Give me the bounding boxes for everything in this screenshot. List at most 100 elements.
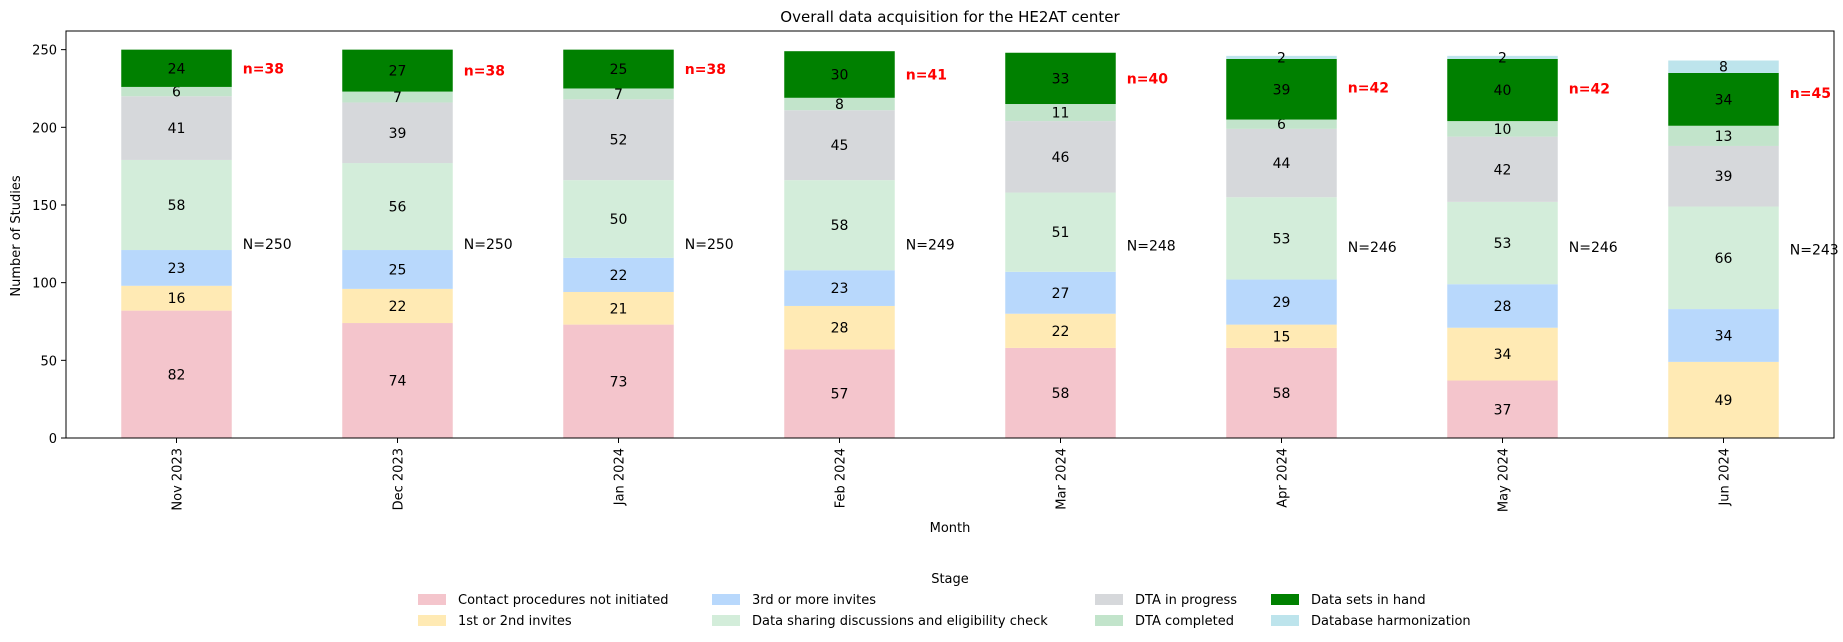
bar-segment xyxy=(1005,192,1116,272)
segment-value-label: 39 xyxy=(389,126,407,142)
y-tick-label: 50 xyxy=(40,354,57,369)
x-tick-label: May 2024 xyxy=(1497,448,1512,512)
segment-value-label: 27 xyxy=(389,64,407,80)
bar-segment xyxy=(121,86,232,97)
total-label: N=243 xyxy=(1790,242,1839,258)
segment-value-label: 8 xyxy=(835,97,844,113)
data-in-hand-label: n=38 xyxy=(685,62,726,78)
legend-swatch xyxy=(712,615,740,626)
segment-value-label: 57 xyxy=(831,387,849,403)
data-in-hand-label: n=42 xyxy=(1569,81,1610,97)
bar-segment xyxy=(1005,52,1116,105)
bar-segment xyxy=(1005,104,1116,122)
bar-segment xyxy=(563,257,674,292)
legend: Stage Contact procedures not initiated 1st… xyxy=(418,572,1471,629)
segment-value-label: 28 xyxy=(1494,299,1512,315)
x-tick-label: Mar 2024 xyxy=(1055,448,1070,510)
segment-value-label: 23 xyxy=(168,261,186,277)
bar-segment xyxy=(121,159,232,251)
bar-segment xyxy=(1005,271,1116,314)
segment-value-label: 6 xyxy=(1277,117,1286,133)
bar-segment xyxy=(784,305,895,350)
segment-value-label: 25 xyxy=(610,62,628,78)
bar-segment xyxy=(1447,201,1558,285)
bar-segment xyxy=(1447,327,1558,381)
segment-value-label: 58 xyxy=(168,198,186,214)
segment-value-label: 2 xyxy=(1277,50,1286,66)
bar-segment xyxy=(784,180,895,271)
segment-value-label: 29 xyxy=(1273,295,1291,311)
y-tick-label: 100 xyxy=(32,277,57,292)
y-tick-label: 200 xyxy=(32,121,57,136)
bar-segment xyxy=(1226,58,1337,120)
segment-value-label: 34 xyxy=(1715,92,1733,108)
bar-segment xyxy=(1668,309,1779,362)
segment-value-label: 49 xyxy=(1715,393,1733,409)
segment-value-label: 73 xyxy=(610,374,628,390)
x-tick-label: Nov 2023 xyxy=(171,448,186,511)
segment-value-label: 7 xyxy=(393,90,402,106)
segment-value-label: 58 xyxy=(1052,386,1070,402)
bar-segment xyxy=(784,349,895,438)
segment-value-label: 51 xyxy=(1052,225,1070,241)
plot-frame xyxy=(65,30,1835,439)
bar-segment xyxy=(1447,380,1558,438)
segment-value-label: 58 xyxy=(831,218,849,234)
segment-value-label: 13 xyxy=(1715,129,1733,145)
segment-value-label: 82 xyxy=(168,367,186,383)
bar-segment xyxy=(1226,347,1337,438)
segment-value-label: 28 xyxy=(831,321,849,337)
legend-swatch xyxy=(418,615,446,626)
bar-segment xyxy=(563,88,674,100)
legend-label: Database harmonization xyxy=(1311,614,1471,629)
total-label: N=250 xyxy=(464,237,513,253)
bar-segment xyxy=(563,49,674,89)
bar-segment xyxy=(563,99,674,181)
bar-segment xyxy=(1226,197,1337,280)
bar-segment xyxy=(342,49,453,92)
x-tick-label: Feb 2024 xyxy=(834,448,849,508)
legend-label: Contact procedures not initiated xyxy=(458,593,668,608)
bar-segment xyxy=(342,250,453,289)
segment-value-label: 2 xyxy=(1498,50,1507,66)
bar-segment xyxy=(1005,313,1116,348)
legend-label: DTA in progress xyxy=(1135,593,1237,608)
data-in-hand-label: n=42 xyxy=(1348,81,1389,97)
segment-value-label: 34 xyxy=(1715,328,1733,344)
segment-value-label: 6 xyxy=(172,85,181,101)
segment-value-label: 45 xyxy=(831,138,849,154)
total-label: N=246 xyxy=(1348,240,1397,256)
data-in-hand-label: n=38 xyxy=(464,64,505,80)
bar-segment xyxy=(1447,136,1558,202)
bar-segment xyxy=(121,96,232,160)
total-label: N=246 xyxy=(1569,240,1618,256)
total-label: N=248 xyxy=(1127,238,1176,254)
segment-value-label: 66 xyxy=(1715,251,1733,267)
bar-segment xyxy=(1668,72,1779,126)
data-in-hand-label: n=38 xyxy=(243,61,284,77)
x-tick-label: Jun 2024 xyxy=(1718,448,1733,507)
segment-value-label: 7 xyxy=(614,87,623,103)
segment-value-label: 8 xyxy=(1719,60,1728,76)
legend-title: Stage xyxy=(931,572,969,587)
segment-value-label: 56 xyxy=(389,200,407,216)
bar-segment xyxy=(1226,55,1337,59)
bar-segment xyxy=(121,250,232,286)
bar-segment xyxy=(342,91,453,103)
segment-value-label: 27 xyxy=(1052,286,1070,302)
bar-segment xyxy=(1447,58,1558,122)
bar-segment xyxy=(342,288,453,324)
bar-segment xyxy=(1226,324,1337,348)
bar-segment xyxy=(342,102,453,164)
bar-segment xyxy=(121,310,232,438)
legend-swatch xyxy=(1095,615,1123,626)
legend-swatch xyxy=(712,594,740,605)
total-label: N=249 xyxy=(906,238,955,254)
bar-segment xyxy=(121,285,232,311)
segment-value-label: 39 xyxy=(1715,169,1733,185)
y-axis-label: Number of Studies xyxy=(9,175,24,296)
bar-segment xyxy=(563,180,674,258)
y-tick-label: 0 xyxy=(49,432,57,447)
legend-label: 3rd or more invites xyxy=(752,593,876,608)
